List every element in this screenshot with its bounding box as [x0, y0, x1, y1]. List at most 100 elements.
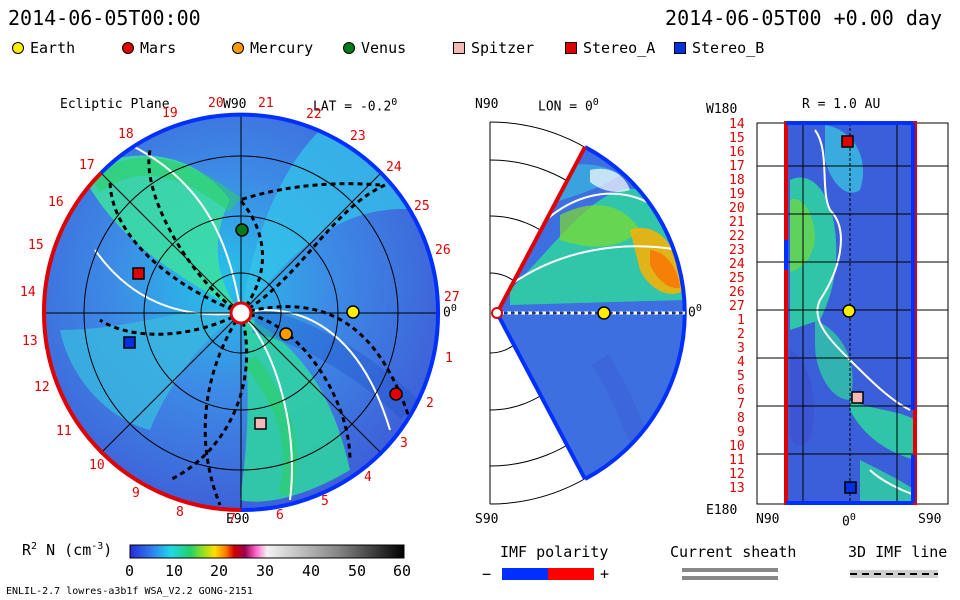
legend-mars: Mars [122, 38, 176, 58]
synoptic-x-left: N90 [756, 512, 780, 527]
synoptic-row-1: 1 [737, 313, 745, 328]
legend-mars-label: Mars [140, 39, 177, 57]
synoptic-row-27: 27 [729, 299, 745, 314]
synoptic-row-9: 9 [737, 425, 745, 440]
clock-number-2: 2 [426, 396, 434, 411]
synoptic-x-mid-value: 0 [842, 514, 850, 530]
legend-venus: Venus [343, 38, 406, 58]
synoptic-row-15: 15 [729, 131, 745, 146]
imf-positive-swatch [548, 568, 594, 580]
colorbar-label-rest: N (cm [37, 541, 92, 559]
clock-number-22: 22 [306, 107, 322, 122]
current-sheath-line-icon [682, 568, 778, 572]
clock-number-21: 21 [258, 96, 274, 111]
synoptic-row-20: 20 [729, 201, 745, 216]
meridional-lon-label: LON = 00 [538, 97, 599, 114]
meridional-zero: 0 [688, 305, 696, 321]
synoptic-row-8: 8 [737, 411, 745, 426]
clock-number-17: 17 [79, 158, 95, 173]
colorbar-label-r: R [22, 541, 32, 559]
ecliptic-title: Ecliptic Plane [60, 97, 170, 112]
meridional-right-label: 00 [688, 303, 702, 320]
header-right-time: 2014-06-05T00 +0.00 day [665, 6, 942, 30]
clock-number-4: 4 [364, 470, 372, 485]
synoptic-row-6: 6 [737, 383, 745, 398]
clock-number-8: 8 [176, 505, 184, 520]
ecliptic-right-label: 00 [443, 303, 457, 320]
ecliptic-top-label: W90 [223, 97, 247, 112]
synoptic-row-22: 22 [729, 229, 745, 244]
synoptic-row-2: 2 [737, 327, 745, 342]
legend-earth-label: Earth [30, 39, 76, 57]
imf-negative-swatch [502, 568, 548, 580]
clock-number-23: 23 [350, 129, 366, 144]
clock-number-18: 18 [118, 127, 134, 142]
synoptic-x-mid: 00 [842, 512, 856, 529]
clock-number-1: 1 [445, 351, 453, 366]
meridional-bottom-label: S90 [475, 512, 499, 527]
colorbar-label-exp: -3 [91, 541, 104, 552]
clock-number-11: 11 [56, 424, 72, 439]
ecliptic-bottom-label: E90 [226, 512, 250, 527]
legend-spitzer-label: Spitzer [471, 39, 535, 57]
synoptic-x-mid-degree: 0 [849, 512, 856, 523]
ecliptic-lat-label: LAT = -0.20 [313, 97, 397, 114]
imf-line-icon [850, 570, 938, 578]
colorbar-tick-30: 30 [256, 562, 275, 580]
header-left-time: 2014-06-05T00:00 [8, 6, 201, 30]
earth-synoptic-icon [842, 304, 856, 318]
earth-meridional-icon [597, 306, 611, 320]
synoptic-row-3: 3 [737, 341, 745, 356]
clock-number-10: 10 [89, 458, 105, 473]
clock-number-20: 20 [208, 96, 224, 111]
ecliptic-zero: 0 [443, 305, 451, 321]
mars-position-icon [389, 387, 403, 401]
colorbar-tick-50: 50 [348, 562, 367, 580]
synoptic-row-26: 26 [729, 285, 745, 300]
clock-number-15: 15 [28, 238, 44, 253]
earth-position-icon [346, 305, 360, 319]
colorbar-tick-60: 60 [393, 562, 412, 580]
colorbar-label-sup: 2 [31, 541, 38, 552]
clock-number-24: 24 [386, 160, 402, 175]
clock-number-9: 9 [132, 486, 140, 501]
mars-marker-icon [122, 42, 134, 54]
spitzer-marker-icon [453, 42, 465, 54]
legend-venus-label: Venus [361, 39, 407, 57]
current-sheath-label: Current sheath [670, 543, 797, 561]
synoptic-row-12: 12 [729, 467, 745, 482]
synoptic-features [790, 125, 916, 503]
clock-number-27: 27 [444, 290, 460, 305]
clock-number-13: 13 [22, 334, 38, 349]
synoptic-bottom-label: E180 [706, 503, 738, 518]
legend-mercury: Mercury [232, 38, 313, 58]
stereo-a-position-icon [132, 267, 145, 280]
synoptic-row-7: 7 [737, 397, 745, 412]
synoptic-x-right: S90 [918, 512, 942, 527]
earth-marker-icon [12, 42, 24, 54]
clock-number-25: 25 [414, 199, 430, 214]
ecliptic-plane-panel [41, 112, 441, 513]
synoptic-row-19: 19 [729, 187, 745, 202]
meridional-top-label: N90 [475, 97, 499, 112]
clock-number-5: 5 [321, 494, 329, 509]
mercury-marker-icon [232, 42, 244, 54]
sun-meridional-icon [491, 307, 503, 319]
synoptic-row-25: 25 [729, 271, 745, 286]
synoptic-row-24: 24 [729, 257, 745, 272]
legend-earth: Earth [12, 38, 75, 58]
clock-number-12: 12 [34, 380, 50, 395]
synoptic-title: R = 1.0 AU [802, 97, 881, 112]
stereo-b-synoptic-icon [844, 481, 857, 494]
legend-stereo-a-label: Stereo_A [583, 39, 656, 57]
synoptic-row-18: 18 [729, 173, 745, 188]
legend-mercury-label: Mercury [250, 39, 314, 57]
stereo-a-synoptic-icon [841, 135, 854, 148]
lat-value: LAT = -0.2 [313, 99, 392, 115]
synoptic-row-5: 5 [737, 369, 745, 384]
legend-stereo-b-label: Stereo_B [692, 39, 765, 57]
clock-number-19: 19 [162, 106, 178, 121]
synoptic-row-11: 11 [729, 453, 745, 468]
colorbar-label: R2 N (cm-3) [22, 541, 112, 559]
